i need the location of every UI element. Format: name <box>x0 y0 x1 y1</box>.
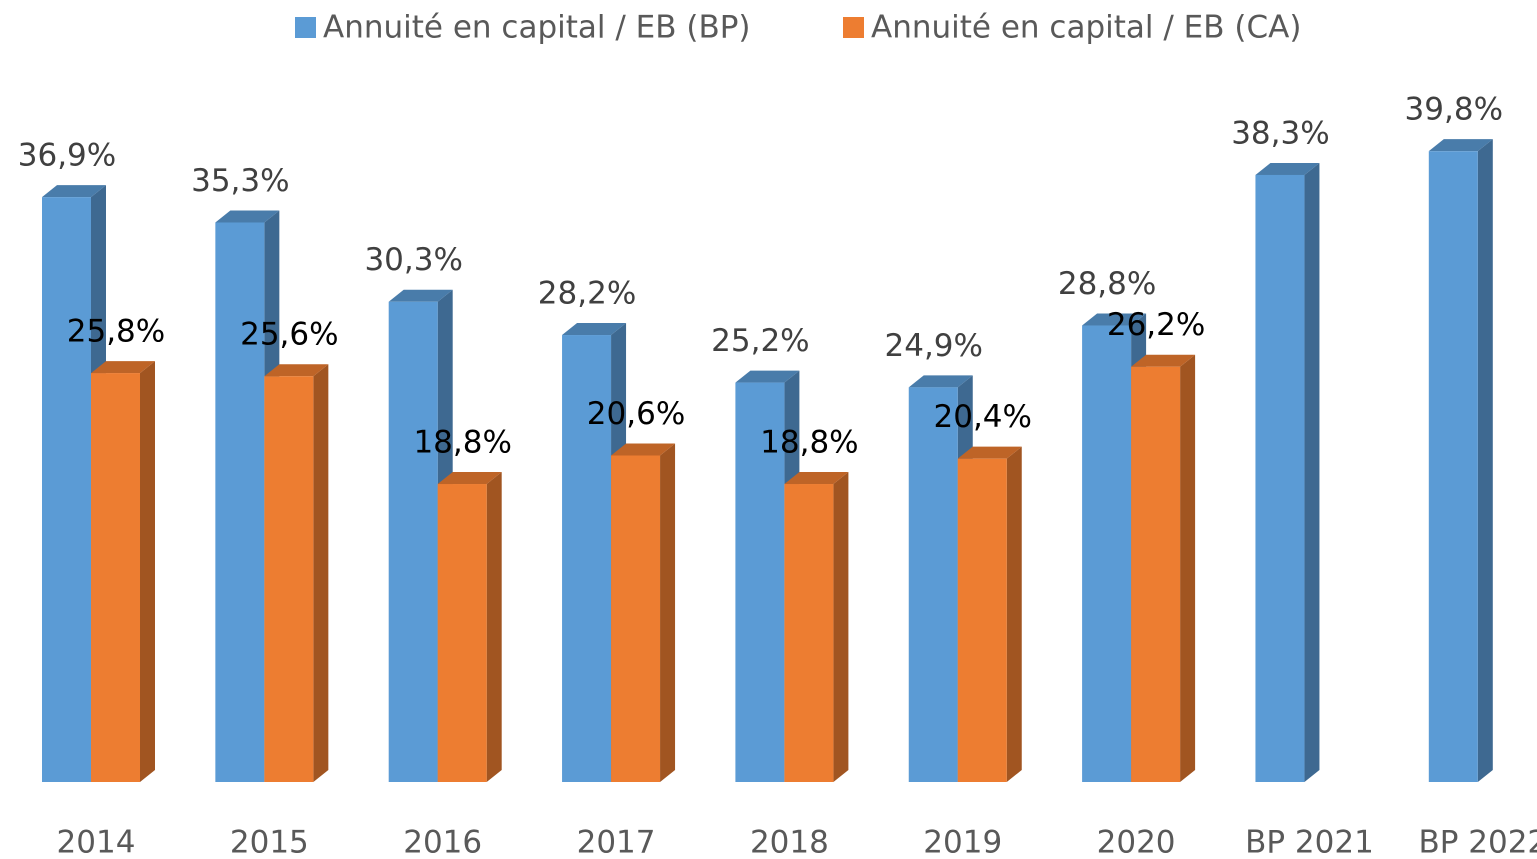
data-label: 18,8% <box>760 425 858 461</box>
bar-side <box>1180 354 1196 782</box>
bar-side <box>486 472 502 782</box>
bar-top <box>784 472 849 485</box>
data-label: 30,3% <box>364 242 462 278</box>
bar-side <box>140 361 155 782</box>
data-label: 25,2% <box>711 323 809 359</box>
bar-top <box>42 185 106 198</box>
bar-side <box>1006 446 1022 782</box>
legend-swatch <box>843 17 864 38</box>
data-label: 39,8% <box>1405 92 1503 128</box>
bar <box>91 373 140 782</box>
x-tick-label: 2020 <box>1097 825 1176 859</box>
bar <box>1428 151 1478 783</box>
data-label: 20,4% <box>934 399 1032 435</box>
bar-top <box>1428 139 1493 152</box>
bar <box>437 484 487 782</box>
bar-top <box>388 289 453 302</box>
data-label: 35,3% <box>191 163 289 199</box>
x-tick-label: BP 2021 <box>1245 825 1374 859</box>
bar <box>388 301 438 782</box>
bar <box>215 222 265 782</box>
x-tick-label: 2017 <box>577 825 656 859</box>
bar-side <box>660 443 676 782</box>
bar <box>1131 366 1181 782</box>
legend-label: Annuité en capital / EB (CA) <box>871 10 1301 46</box>
data-label: 25,6% <box>240 317 338 353</box>
data-label: 38,3% <box>1231 115 1329 151</box>
bar-top <box>562 323 627 336</box>
bar-top <box>735 370 800 383</box>
bar-top <box>264 364 329 377</box>
bar <box>611 455 661 782</box>
bar-top <box>1082 313 1147 326</box>
bar <box>957 458 1007 782</box>
bar-top <box>1255 162 1320 175</box>
bar-top <box>611 443 676 456</box>
data-label: 28,2% <box>538 276 636 312</box>
data-label: 28,8% <box>1058 266 1156 302</box>
bar <box>1255 174 1305 782</box>
bar-side <box>1304 162 1320 782</box>
bar-top <box>908 375 973 388</box>
x-tick-label: 2018 <box>750 825 829 859</box>
legend-swatch <box>295 17 316 38</box>
bar <box>1082 325 1132 782</box>
bar <box>42 197 91 782</box>
bar <box>562 335 612 782</box>
legend-label: Annuité en capital / EB (BP) <box>323 10 751 46</box>
bar-side <box>1477 139 1493 783</box>
data-label: 24,9% <box>885 328 983 364</box>
bar-top <box>91 361 155 374</box>
x-tick-label: BP 2022 <box>1418 825 1537 859</box>
x-tick-label: 2016 <box>403 825 482 859</box>
bar-top <box>957 446 1022 459</box>
x-tick-label: 2015 <box>230 825 309 859</box>
bar-top <box>1131 354 1196 367</box>
data-label: 25,8% <box>67 314 165 350</box>
data-label: 18,8% <box>413 425 511 461</box>
bar <box>908 387 958 782</box>
bar-side <box>313 364 329 782</box>
bar <box>735 382 785 782</box>
bar-side <box>833 472 849 782</box>
data-label: 36,9% <box>18 138 116 174</box>
x-tick-label: 2019 <box>923 825 1002 859</box>
data-label: 20,6% <box>587 396 685 432</box>
x-tick-label: 2014 <box>57 825 136 859</box>
data-label: 26,2% <box>1107 307 1205 343</box>
bar <box>264 376 314 782</box>
bar-top <box>437 472 502 485</box>
bar-top <box>215 210 280 223</box>
bar <box>784 484 834 782</box>
